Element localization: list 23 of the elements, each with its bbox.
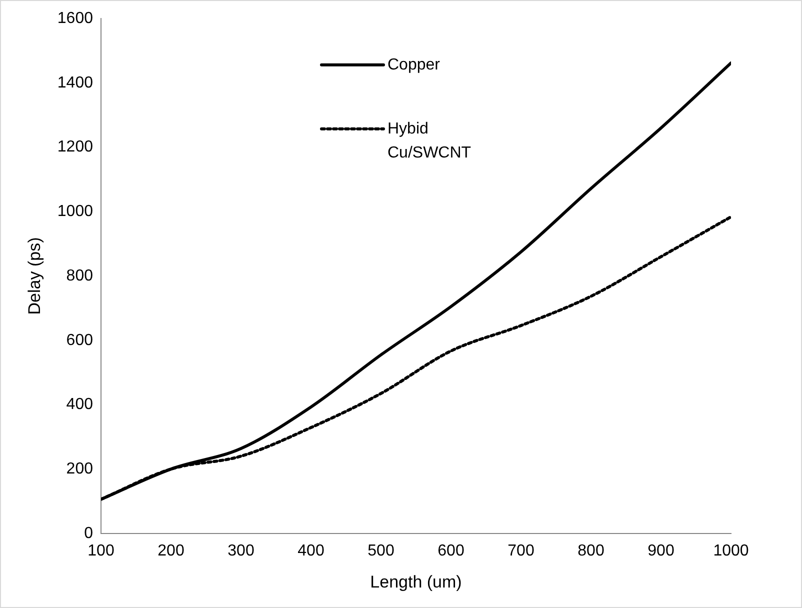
- y-tick-label: 1400: [57, 74, 94, 92]
- x-tick-label: 200: [158, 542, 184, 560]
- y-tick-label: 0: [84, 524, 94, 542]
- y-tick-label: 600: [66, 332, 94, 349]
- y-tick-label: 1600: [57, 10, 94, 28]
- legend-label: Copper: [387, 56, 441, 74]
- x-tick-label: 500: [368, 542, 394, 560]
- x-tick-label: 300: [228, 542, 254, 560]
- y-tick-label: 1200: [57, 138, 94, 156]
- x-tick-label: 1000: [713, 542, 749, 560]
- y-tick-label: 200: [66, 460, 94, 478]
- x-tick-label: 100: [88, 542, 114, 560]
- y-axis-title: Delay (ps): [24, 237, 44, 315]
- legend-label: Hybid Cu/SWCNT: [387, 120, 472, 162]
- y-tick-label: 1000: [57, 203, 94, 220]
- y-tick-label: 800: [66, 267, 94, 284]
- x-axis-title: Length (um): [370, 572, 462, 592]
- y-tick-label: 400: [66, 396, 94, 414]
- x-tick-label: 900: [648, 542, 674, 560]
- x-tick-label: 800: [578, 542, 604, 560]
- x-tick-label: 400: [298, 542, 324, 560]
- x-tick-label: 600: [438, 542, 464, 560]
- x-tick-label: 700: [508, 542, 534, 560]
